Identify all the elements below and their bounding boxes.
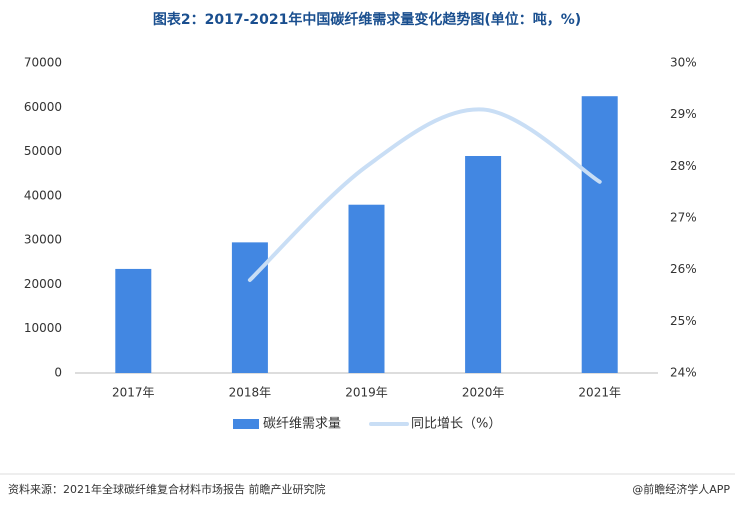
y-tick-label: 0 [54,366,62,380]
y-tick-label: 40000 [24,188,62,202]
bar [348,204,385,373]
chart-title: 图表2：2017-2021年中国碳纤维需求量变化趋势图(单位：吨，%) [153,11,581,28]
bar [581,96,618,373]
y-tick-label: 60000 [24,100,62,114]
x-tick-label: 2021年 [578,386,621,400]
y2-tick-label: 26% [670,262,697,276]
y2-tick-label: 24% [670,366,697,380]
legend-swatch [233,419,259,429]
y2-tick-label: 29% [670,107,697,121]
y-tick-label: 10000 [24,321,62,335]
brand: @前瞻经济学人APP [632,482,730,496]
bar [465,156,502,373]
y-tick-label: 20000 [24,277,62,291]
y-tick-label: 50000 [24,144,62,158]
y-tick-label: 70000 [24,56,62,70]
x-tick-label: 2018年 [229,386,272,400]
y2-tick-label: 28% [670,159,697,173]
x-tick-label: 2017年 [112,386,155,400]
legend-label: 碳纤维需求量 [263,417,341,432]
y2-tick-label: 27% [670,211,697,225]
y2-tick-label: 30% [670,56,697,70]
y2-tick-label: 25% [670,314,697,328]
source: 资料来源：2021年全球碳纤维复合材料市场报告 前瞻产业研究院 [8,482,326,496]
bar [231,242,268,373]
line [247,107,602,282]
x-tick-label: 2019年 [345,386,388,400]
y-tick-label: 30000 [24,233,62,247]
x-tick-label: 2020年 [462,386,505,400]
bar [115,268,152,373]
legend-label: 同比增长（%） [411,417,501,432]
